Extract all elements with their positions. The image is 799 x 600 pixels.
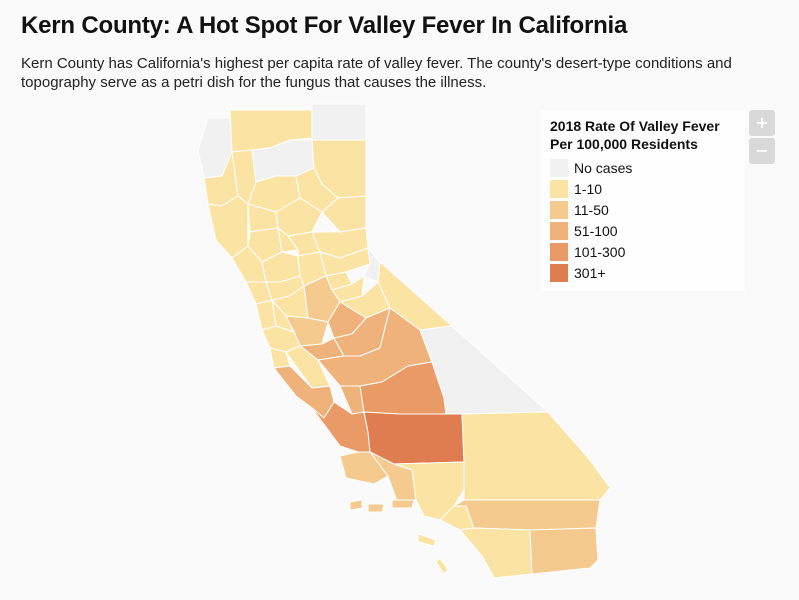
legend-label: 101-300 [574,243,626,260]
legend-label: No cases [574,159,633,176]
county-san-bernardino [461,411,611,501]
legend-item-1-10: 1-10 [550,178,735,199]
legend-swatch [550,242,568,261]
county-mendocino [207,195,249,259]
legend-label: 51-100 [574,222,618,239]
county-san-benito [285,345,331,389]
legend-label: 1-10 [574,180,603,197]
zoom-in-button[interactable]: + [749,110,775,136]
island-santa-cruz-island [391,499,415,509]
county-imperial [529,527,599,575]
county-modoc [311,103,367,141]
legend-title-line1: 2018 Rate Of Valley Fever [550,118,720,134]
legend-swatch [550,179,568,198]
island-san-clemente [435,557,449,575]
county-sierra [321,195,367,233]
county-san-diego [459,527,533,579]
island-santa-rosa [367,503,385,513]
legend-title-line2: Per 100,000 Residents [550,136,698,152]
legend-label: 11-50 [574,201,609,218]
legend-swatch [550,263,568,282]
page-title: Kern County: A Hot Spot For Valley Fever… [21,12,628,39]
legend-label: 301+ [574,264,606,281]
legend-title: 2018 Rate Of Valley Fever Per 100,000 Re… [550,117,735,153]
legend-item-101-300: 101-300 [550,241,735,262]
county-riverside [453,499,601,531]
legend-swatch [550,200,568,219]
county-alpine [363,247,381,283]
legend-item-no-cases: No cases [550,157,735,178]
island-santa-catalina [417,533,437,547]
page-subtitle: Kern County has California's highest per… [21,55,732,91]
legend-item-301-plus: 301+ [550,262,735,283]
legend-swatch [550,158,568,177]
legend-swatch [550,221,568,240]
county-shapes [197,103,611,579]
island-san-miguel [349,499,363,511]
legend-item-51-100: 51-100 [550,220,735,241]
map-legend: 2018 Rate Of Valley Fever Per 100,000 Re… [540,110,745,291]
legend-item-11-50: 11-50 [550,199,735,220]
zoom-out-button[interactable]: − [749,138,775,164]
